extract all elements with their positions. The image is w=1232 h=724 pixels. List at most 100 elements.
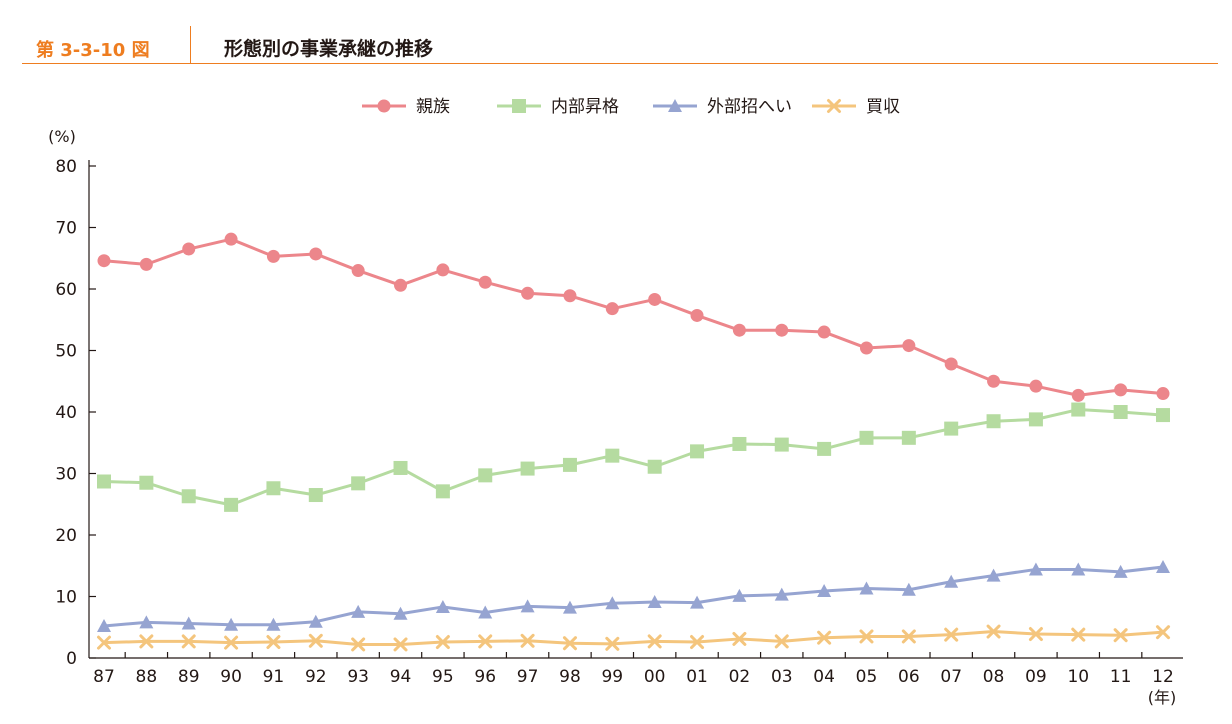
data-point (97, 619, 111, 633)
data-point (562, 636, 577, 651)
series-line (103, 237, 1164, 397)
data-point (944, 421, 959, 436)
x-tick-label: 97 (517, 667, 539, 687)
data-point (478, 275, 492, 289)
cross-stroke (97, 635, 111, 650)
data-point (605, 636, 620, 651)
data-point (435, 599, 450, 613)
data-point (520, 461, 535, 476)
x-tick-label: 98 (559, 667, 581, 687)
data-point (266, 481, 281, 496)
data-point (521, 286, 535, 300)
cross-stroke (520, 633, 535, 648)
y-axis-label: (%) (48, 127, 76, 146)
data-point (266, 617, 281, 631)
data-point (181, 634, 196, 649)
x-axis-label: (年) (1148, 688, 1177, 707)
y-tick-label: 40 (55, 403, 77, 423)
series-line (103, 565, 1164, 628)
cross-stroke (478, 634, 493, 649)
data-point (859, 341, 873, 355)
cross-stroke (1071, 627, 1086, 642)
data-point (563, 289, 577, 303)
data-point (647, 459, 662, 474)
cross-stroke (986, 624, 1001, 639)
data-point (817, 630, 832, 645)
data-point (266, 635, 281, 650)
figure-label: 第 3-3-10 図 (36, 40, 150, 61)
legend-item: 外部招へい (653, 97, 792, 117)
x-tick-label: 88 (136, 667, 158, 687)
cross-stroke (1028, 627, 1043, 642)
data-point (224, 232, 238, 246)
data-point (817, 583, 832, 597)
legend-marker (377, 99, 391, 113)
series-line (103, 630, 1164, 646)
cross-stroke (562, 636, 577, 651)
data-point (394, 278, 408, 292)
data-point (1156, 559, 1170, 573)
chart-legend: 親族 内部昇格 外部招へい 買収 (362, 97, 900, 117)
cross-stroke (435, 635, 450, 650)
y-tick-label: 0 (66, 649, 77, 669)
data-point (732, 631, 747, 646)
data-point (1114, 383, 1128, 397)
cross-stroke (266, 635, 281, 650)
data-point (1156, 625, 1170, 640)
data-point (181, 489, 196, 504)
data-point (944, 574, 959, 588)
data-point (478, 634, 493, 649)
y-tick-label: 20 (55, 526, 77, 546)
data-point (1156, 408, 1170, 423)
data-point (435, 635, 450, 650)
data-point (986, 568, 1001, 582)
data-point (520, 599, 535, 613)
label-divider (190, 26, 191, 64)
y-tick-label: 30 (55, 465, 77, 485)
legend-item: 内部昇格 (497, 97, 619, 117)
data-point (393, 637, 408, 652)
data-point (393, 606, 408, 620)
x-tick-label: 04 (813, 667, 835, 687)
series-3 (97, 624, 1170, 652)
x-tick-label: 07 (940, 667, 962, 687)
data-point (901, 582, 916, 596)
data-point (605, 596, 620, 610)
data-point (605, 302, 619, 316)
label-underline (22, 63, 192, 64)
x-tick-label: 90 (220, 667, 242, 687)
data-point (859, 581, 874, 595)
data-point (1071, 562, 1086, 576)
x-tick-label: 94 (390, 667, 412, 687)
data-point (308, 614, 323, 628)
x-tick-label: 93 (347, 667, 369, 687)
x-tick-label: 11 (1110, 667, 1132, 687)
data-point (562, 457, 577, 472)
cross-stroke (859, 629, 874, 644)
x-tick-label: 08 (983, 667, 1005, 687)
data-point (732, 588, 747, 602)
series-2 (97, 559, 1170, 633)
data-point (1113, 564, 1128, 578)
data-point (351, 637, 366, 652)
data-point (987, 374, 1001, 388)
data-point (351, 604, 366, 618)
data-point (1028, 627, 1043, 642)
data-point (902, 339, 916, 353)
cross-stroke (351, 637, 366, 652)
series-0 (97, 232, 1170, 402)
legend-item: 親族 (362, 97, 450, 117)
data-point (139, 475, 154, 490)
cross-stroke (647, 634, 662, 649)
legend-label: 外部招へい (707, 97, 792, 117)
data-point (690, 635, 705, 650)
data-point (986, 414, 1001, 429)
data-point (1071, 388, 1085, 402)
data-point (139, 634, 154, 649)
legend-label: 内部昇格 (551, 97, 619, 117)
data-point (647, 634, 662, 649)
legend-item: 買収 (812, 97, 900, 117)
data-point (944, 357, 958, 371)
legend-label: 買収 (866, 97, 900, 117)
